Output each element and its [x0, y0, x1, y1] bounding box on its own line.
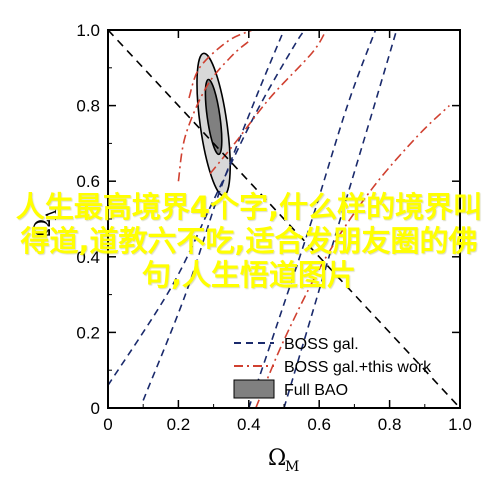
overlay-caption: 人生最高境界4个字,什么样的境界叫得道,道教六不吃,适合发朋友圈的佛句,人生悟道…: [15, 190, 483, 292]
full-bao-contour-inner: [204, 78, 223, 156]
series-layer: [108, 30, 460, 408]
y-axis-title: Ω: [31, 219, 56, 237]
x-tick-label: 0.8: [378, 415, 402, 434]
axes-layer: 0 0.2 0.4 0.6 0.8 1.0 0 0.2 0.4 0.6 0.8 1.0: [76, 21, 471, 434]
x-axis-title: Ω: [268, 446, 286, 471]
plot-frame: [107, 29, 461, 409]
x-axis-title-sub: M: [285, 459, 299, 475]
boss-this-work-contour-1: [188, 30, 253, 99]
y-tick-label: 0: [91, 399, 100, 418]
y-axis-title-sub: Λ: [44, 209, 60, 221]
x-tick-label: 0.6: [307, 415, 331, 434]
y-tick-label: 0.2: [76, 323, 100, 342]
legend-label-full-bao: Full BAO: [284, 382, 348, 399]
boss-contour-3: [283, 30, 398, 408]
legend: BOSS gal. BOSS gal.+this work Full BAO: [233, 336, 432, 399]
x-tick-label: 0: [103, 415, 112, 434]
boss-contour-1: [142, 30, 285, 401]
boss-contour-2: [248, 30, 377, 408]
flat-universe-reference-line: [108, 30, 460, 408]
legend-swatch-full-bao: [233, 379, 275, 399]
boss-this-work-contour-2: [209, 30, 327, 175]
boss-this-work-contour-0: [177, 40, 250, 182]
y-tick-label: 1.0: [76, 21, 100, 40]
x-tick-label: 0.2: [167, 415, 191, 434]
legend-label-boss: BOSS gal.: [284, 336, 359, 353]
y-tick-label: 0.4: [76, 248, 100, 267]
y-tick-label: 0.6: [76, 172, 100, 191]
legend-label-boss-this-work: BOSS gal.+this work: [284, 359, 432, 376]
y-tick-label: 0.8: [76, 97, 100, 116]
x-tick-label: 1.0: [448, 415, 472, 434]
x-tick-label: 0.4: [237, 415, 261, 434]
